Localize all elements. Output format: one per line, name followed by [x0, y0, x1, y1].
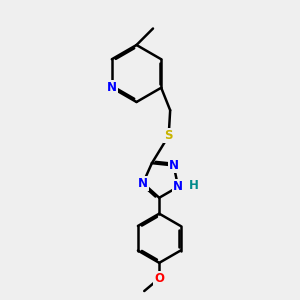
Text: N: N	[107, 81, 117, 94]
Text: N: N	[173, 180, 183, 193]
Text: N: N	[169, 159, 178, 172]
Text: N: N	[138, 177, 148, 190]
Text: H: H	[189, 179, 199, 192]
Text: O: O	[154, 272, 164, 285]
Text: S: S	[164, 129, 173, 142]
